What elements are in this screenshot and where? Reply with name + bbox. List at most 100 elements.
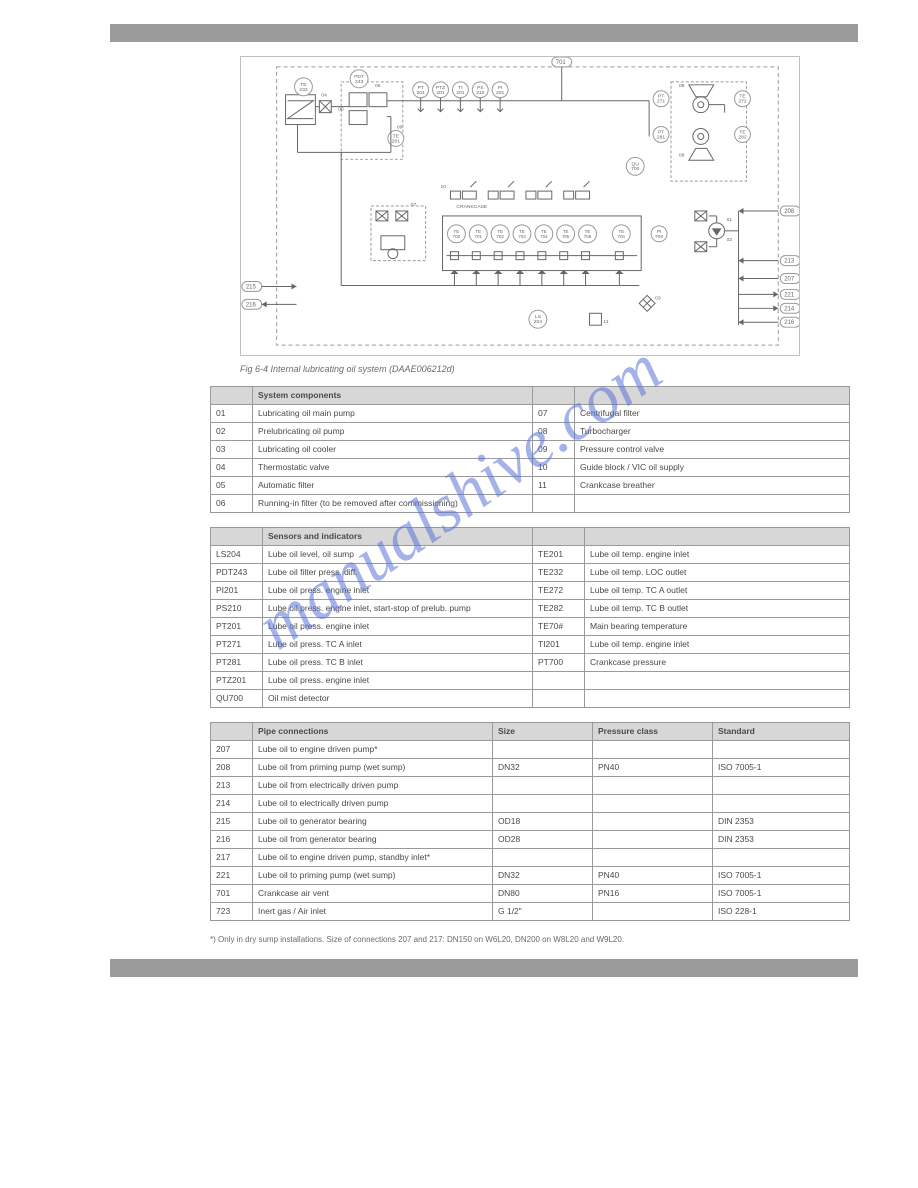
table-cell (493, 777, 593, 795)
table-cell: Lube oil press. engine inlet (263, 672, 533, 690)
svg-text:703: 703 (518, 234, 526, 239)
t2-h1: Sensors and indicators (263, 528, 533, 546)
table-cell: 05 (211, 477, 253, 495)
table-cell: PT281 (211, 654, 263, 672)
table-cell (713, 795, 850, 813)
svg-text:700: 700 (631, 166, 640, 172)
svg-text:201: 201 (392, 138, 401, 144)
pipe-table: Pipe connections Size Pressure class Sta… (210, 722, 850, 921)
svg-text:701: 701 (475, 234, 483, 239)
table-cell (533, 672, 585, 690)
svg-text:208: 208 (784, 209, 795, 215)
table-cell (493, 795, 593, 813)
table-cell: OD28 (493, 831, 593, 849)
table-cell: 221 (211, 867, 253, 885)
table-cell (533, 495, 575, 513)
table-cell (585, 690, 850, 708)
table-cell (533, 690, 585, 708)
table-cell: Lube oil temp. TC A outlet (585, 582, 850, 600)
svg-text:207: 207 (784, 277, 795, 283)
svg-text:08: 08 (679, 83, 685, 89)
table-cell (713, 741, 850, 759)
t3-h1: Pipe connections (253, 723, 493, 741)
svg-text:06: 06 (375, 83, 381, 89)
table-cell: 207 (211, 741, 253, 759)
table-cell: Lube oil temp. engine inlet (585, 546, 850, 564)
table-cell: 208 (211, 759, 253, 777)
table-cell: 03 (211, 441, 253, 459)
table-cell: PDT243 (211, 564, 263, 582)
table-cell: Lube oil from generator bearing (253, 831, 493, 849)
table-cell (585, 672, 850, 690)
table-cell: PI201 (211, 582, 263, 600)
table-cell (713, 777, 850, 795)
table-cell: 11 (533, 477, 575, 495)
svg-text:216: 216 (784, 320, 795, 326)
table-cell: PS210 (211, 600, 263, 618)
table-cell: LS204 (211, 546, 263, 564)
svg-text:213: 213 (784, 259, 795, 265)
table-cell (593, 813, 713, 831)
table-cell: DN32 (493, 867, 593, 885)
table-cell: Inert gas / Air inlet (253, 903, 493, 921)
table-cell: Turbocharger (575, 423, 850, 441)
t1-h0 (211, 387, 253, 405)
t2-h3 (585, 528, 850, 546)
svg-text:705: 705 (562, 234, 570, 239)
table-cell: TE282 (533, 600, 585, 618)
table-cell: 213 (211, 777, 253, 795)
t1-h1: System components (253, 387, 533, 405)
table-cell: OD18 (493, 813, 593, 831)
header-bar (110, 24, 858, 42)
table-cell: Lube oil to electrically driven pump (253, 795, 493, 813)
table-cell (593, 777, 713, 795)
table-cell: Crankcase pressure (585, 654, 850, 672)
svg-text:08: 08 (679, 152, 685, 158)
table-cell: 217 (211, 849, 253, 867)
svg-text:01: 01 (727, 217, 733, 223)
table-cell: PT700 (533, 654, 585, 672)
table-cell: Lube oil temp. engine inlet (585, 636, 850, 654)
table-cell: Lube oil to generator bearing (253, 813, 493, 831)
svg-text:221: 221 (784, 292, 795, 298)
table-cell: G 1/2" (493, 903, 593, 921)
table-cell: Lubricating oil cooler (253, 441, 533, 459)
t3-h2: Size (493, 723, 593, 741)
table-cell: Automatic filter (253, 477, 533, 495)
svg-text:282: 282 (738, 134, 747, 140)
table-cell: 07 (533, 405, 575, 423)
table-cell: QU700 (211, 690, 263, 708)
svg-text:214: 214 (784, 306, 795, 312)
table-cell: 10 (533, 459, 575, 477)
table-cell: ISO 7005-1 (713, 759, 850, 777)
table-cell: Oil mist detector (263, 690, 533, 708)
svg-text:210: 210 (476, 90, 485, 96)
table-cell: TE201 (533, 546, 585, 564)
table-cell: 06 (211, 495, 253, 513)
table-cell: Lube oil press. engine inlet (263, 582, 533, 600)
table-cell (593, 795, 713, 813)
table-cell: Lube oil press. engine inlet, start-stop… (263, 600, 533, 618)
table-cell: Main bearing temperature (585, 618, 850, 636)
table-cell: Lube oil filter press. diff. (263, 564, 533, 582)
table-cell: Lube oil from electrically driven pump (253, 777, 493, 795)
svg-text:281: 281 (657, 134, 666, 140)
svg-text:700: 700 (453, 234, 461, 239)
table-cell: Running-in filter (to be removed after c… (253, 495, 533, 513)
svg-text:02: 02 (727, 237, 733, 243)
table-cell: 701 (211, 885, 253, 903)
table-cell: DN32 (493, 759, 593, 777)
table-cell: Crankcase breather (575, 477, 850, 495)
table-cell: Centrifugal filter (575, 405, 850, 423)
table-cell: Lube oil press. engine inlet (263, 618, 533, 636)
table-cell: PN40 (593, 759, 713, 777)
table-cell: Lube oil press. TC B inlet (263, 654, 533, 672)
svg-text:201: 201 (417, 90, 426, 96)
t1-h3 (575, 387, 850, 405)
table-cell: Lube oil level, oil sump (263, 546, 533, 564)
table-cell: Thermostatic valve (253, 459, 533, 477)
table-cell (493, 849, 593, 867)
footnote: *) Only in dry sump installations. Size … (210, 935, 850, 945)
table-cell (713, 849, 850, 867)
svg-text:204: 204 (534, 319, 543, 325)
